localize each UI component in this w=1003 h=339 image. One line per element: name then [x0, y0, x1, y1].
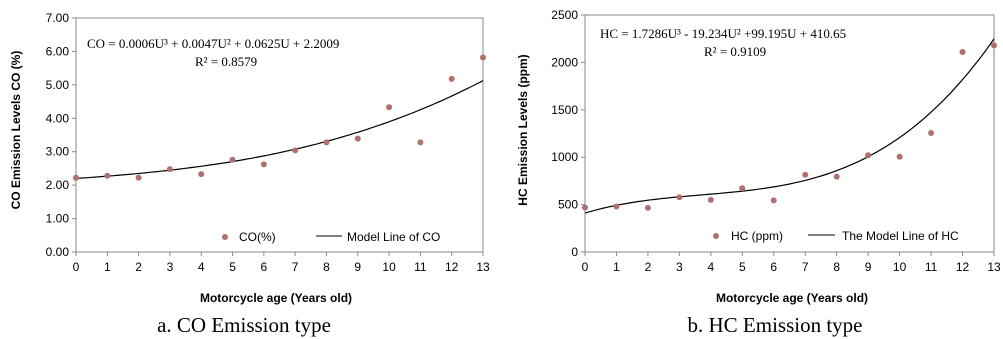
hc-y-tick-label: 0	[571, 245, 578, 259]
co-y-tick-label: 2.00	[46, 178, 70, 192]
hc-y-tick-label: 2000	[551, 55, 578, 69]
hc-legend: HC (ppm) The Model Line of HC	[713, 229, 959, 243]
hc-y-tick-label: 2500	[551, 8, 578, 22]
co-x-axis-label: Motorcycle age (Years old)	[200, 291, 352, 305]
hc-x-tick-label: 8	[833, 260, 840, 274]
hc-x-tick-label: 12	[956, 260, 970, 274]
co-data-point	[104, 172, 111, 179]
co-r2: R² = 0.8579	[195, 54, 257, 69]
hc-y-tick-label: 1500	[551, 103, 578, 117]
co-data-point	[166, 166, 173, 173]
hc-x-tick-label: 9	[865, 260, 872, 274]
co-y-tick-label: 3.00	[46, 145, 70, 159]
hc-y-axis-label: HC Emission Levels (ppm)	[516, 54, 530, 205]
co-data-point	[135, 174, 142, 181]
hc-x-tick-label: 0	[582, 260, 589, 274]
hc-data-point	[739, 185, 746, 192]
co-y-tick-label: 6.00	[46, 44, 70, 58]
hc-legend-marker	[713, 233, 719, 239]
hc-chart: HC Emission Levels (ppm) Motorcycle age …	[516, 8, 1001, 337]
hc-equation: HC = 1.7286U³ - 19.234U² +99.195U + 410.…	[600, 26, 846, 41]
co-data-point	[292, 147, 299, 154]
co-x-tick-label: 4	[198, 260, 205, 274]
hc-y-tick-label: 500	[558, 198, 578, 212]
hc-data-point	[896, 153, 903, 160]
hc-data-point	[833, 173, 840, 180]
co-x-tick-label: 9	[354, 260, 361, 274]
co-x-tick-label: 3	[167, 260, 174, 274]
co-data-point	[229, 156, 236, 163]
co-x-tick-label: 5	[229, 260, 236, 274]
co-x-tick-label: 8	[323, 260, 330, 274]
hc-data-point	[707, 196, 714, 203]
co-data-point	[73, 174, 79, 181]
co-x-tick-label: 1	[104, 260, 111, 274]
co-x-tick-label: 12	[445, 260, 459, 274]
co-data-point	[354, 135, 361, 142]
hc-x-tick-label: 3	[676, 260, 683, 274]
co-y-tick-label: 7.00	[46, 11, 70, 25]
co-data-point	[417, 139, 424, 146]
hc-legend-line-label: The Model Line of HC	[842, 229, 959, 243]
co-y-axis-label: CO Emission Levels CO (%)	[9, 51, 23, 210]
co-x-tick-label: 10	[382, 260, 396, 274]
co-x-tick-label: 2	[135, 260, 142, 274]
hc-data-point	[802, 171, 809, 178]
hc-data-point	[959, 48, 966, 55]
hc-x-tick-label: 13	[987, 260, 1001, 274]
co-x-tick-label: 7	[292, 260, 299, 274]
hc-data-point	[991, 42, 997, 49]
co-legend-marker	[222, 234, 228, 240]
hc-model-line	[584, 38, 995, 214]
hc-legend-points-label: HC (ppm)	[731, 229, 783, 243]
hc-x-axis-label: Motorcycle age (Years old)	[716, 291, 868, 305]
co-x-tick-label: 0	[73, 260, 80, 274]
hc-x-tick-label: 5	[739, 260, 746, 274]
hc-data-point	[865, 152, 872, 159]
co-y-tick-label: 4.00	[46, 111, 70, 125]
hc-y-tick-label: 1000	[551, 150, 578, 164]
co-data-point	[260, 161, 267, 168]
co-legend-points-label: CO(%)	[239, 230, 276, 244]
hc-data-point	[644, 204, 651, 211]
hc-x-tick-label: 10	[893, 260, 907, 274]
co-x-tick-label: 11	[414, 260, 427, 274]
hc-caption: b. HC Emission type	[687, 313, 862, 337]
co-y-tick-label: 1.00	[46, 212, 70, 226]
hc-x-tick-label: 7	[802, 260, 809, 274]
hc-data-point	[928, 130, 935, 137]
hc-data-point	[676, 194, 683, 201]
co-plot-area	[75, 17, 484, 253]
hc-x-tick-label: 4	[708, 260, 715, 274]
co-data-point	[448, 75, 455, 82]
hc-x-tick-label: 6	[770, 260, 777, 274]
co-x-tick-label: 13	[476, 260, 490, 274]
co-caption: a. CO Emission type	[157, 313, 331, 337]
co-model-line	[75, 80, 484, 179]
co-data-point	[198, 171, 205, 178]
co-data-point	[480, 54, 486, 61]
co-x-tick-label: 6	[261, 260, 268, 274]
hc-data-point	[613, 203, 620, 210]
co-y-tick-label: 5.00	[46, 78, 70, 92]
hc-data-point	[770, 197, 777, 204]
co-chart: CO Emission Levels CO (%) Motorcycle age…	[9, 11, 490, 337]
hc-data-point	[582, 204, 588, 211]
co-legend-line-label: Model Line of CO	[347, 230, 440, 244]
co-y-tick-label: 0.00	[46, 245, 70, 259]
hc-x-tick-label: 11	[925, 260, 938, 274]
co-data-point	[323, 139, 330, 146]
hc-x-tick-label: 2	[645, 260, 652, 274]
co-data-point	[386, 104, 393, 111]
co-equation: CO = 0.0006U³ + 0.0047U² + 0.0625U + 2.2…	[87, 36, 339, 51]
hc-x-tick-label: 1	[613, 260, 620, 274]
hc-plot-area	[584, 14, 995, 253]
co-legend: CO(%) Model Line of CO	[222, 230, 440, 244]
hc-r2: R² = 0.9109	[704, 44, 766, 59]
